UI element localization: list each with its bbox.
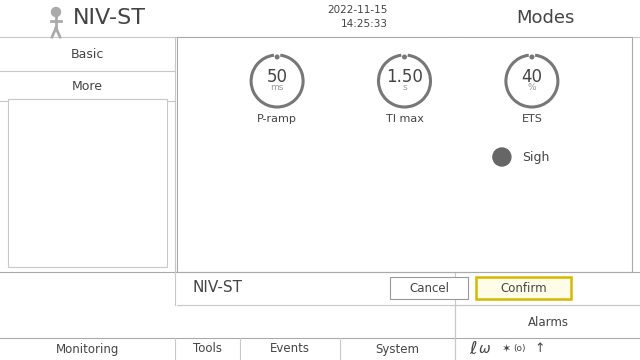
Circle shape (530, 55, 534, 59)
Text: NIV-ST: NIV-ST (73, 8, 146, 28)
Bar (177, 37, 632, 272)
Circle shape (378, 55, 431, 107)
Circle shape (403, 55, 406, 59)
Text: 14:25:33: 14:25:33 (341, 19, 388, 29)
Text: 40: 40 (522, 68, 543, 86)
Text: Events: Events (270, 342, 310, 356)
Bar (476, 277, 571, 299)
Text: Modes: Modes (516, 9, 574, 27)
Text: ms: ms (271, 84, 284, 93)
Text: 2022-11-15: 2022-11-15 (328, 5, 388, 15)
Circle shape (251, 55, 303, 107)
Circle shape (51, 8, 61, 17)
Bar (8, 99, 167, 267)
Text: s: s (402, 84, 407, 93)
Text: Tools: Tools (193, 342, 222, 356)
Text: Confirm: Confirm (500, 282, 547, 294)
Text: More: More (72, 80, 103, 93)
Text: Basic: Basic (71, 48, 104, 60)
Text: 1.50: 1.50 (386, 68, 423, 86)
Text: ℓ: ℓ (469, 340, 477, 358)
Text: (o): (o) (514, 345, 526, 354)
Text: ✶: ✶ (502, 344, 512, 354)
Text: Cancel: Cancel (409, 282, 449, 294)
Text: Monitoring: Monitoring (56, 342, 119, 356)
Text: TI max: TI max (385, 114, 424, 124)
Text: ↑: ↑ (535, 342, 545, 356)
Text: ω: ω (479, 342, 491, 356)
Text: Alarms: Alarms (527, 315, 568, 328)
Text: %: % (527, 84, 536, 93)
Circle shape (275, 55, 279, 59)
Text: ETS: ETS (522, 114, 542, 124)
Bar (390, 277, 468, 299)
Text: NIV-ST: NIV-ST (192, 280, 242, 296)
Text: Sigh: Sigh (522, 150, 549, 163)
Text: System: System (376, 342, 419, 356)
Circle shape (506, 55, 558, 107)
Text: P-ramp: P-ramp (257, 114, 297, 124)
Text: 50: 50 (267, 68, 287, 86)
Circle shape (493, 148, 511, 166)
